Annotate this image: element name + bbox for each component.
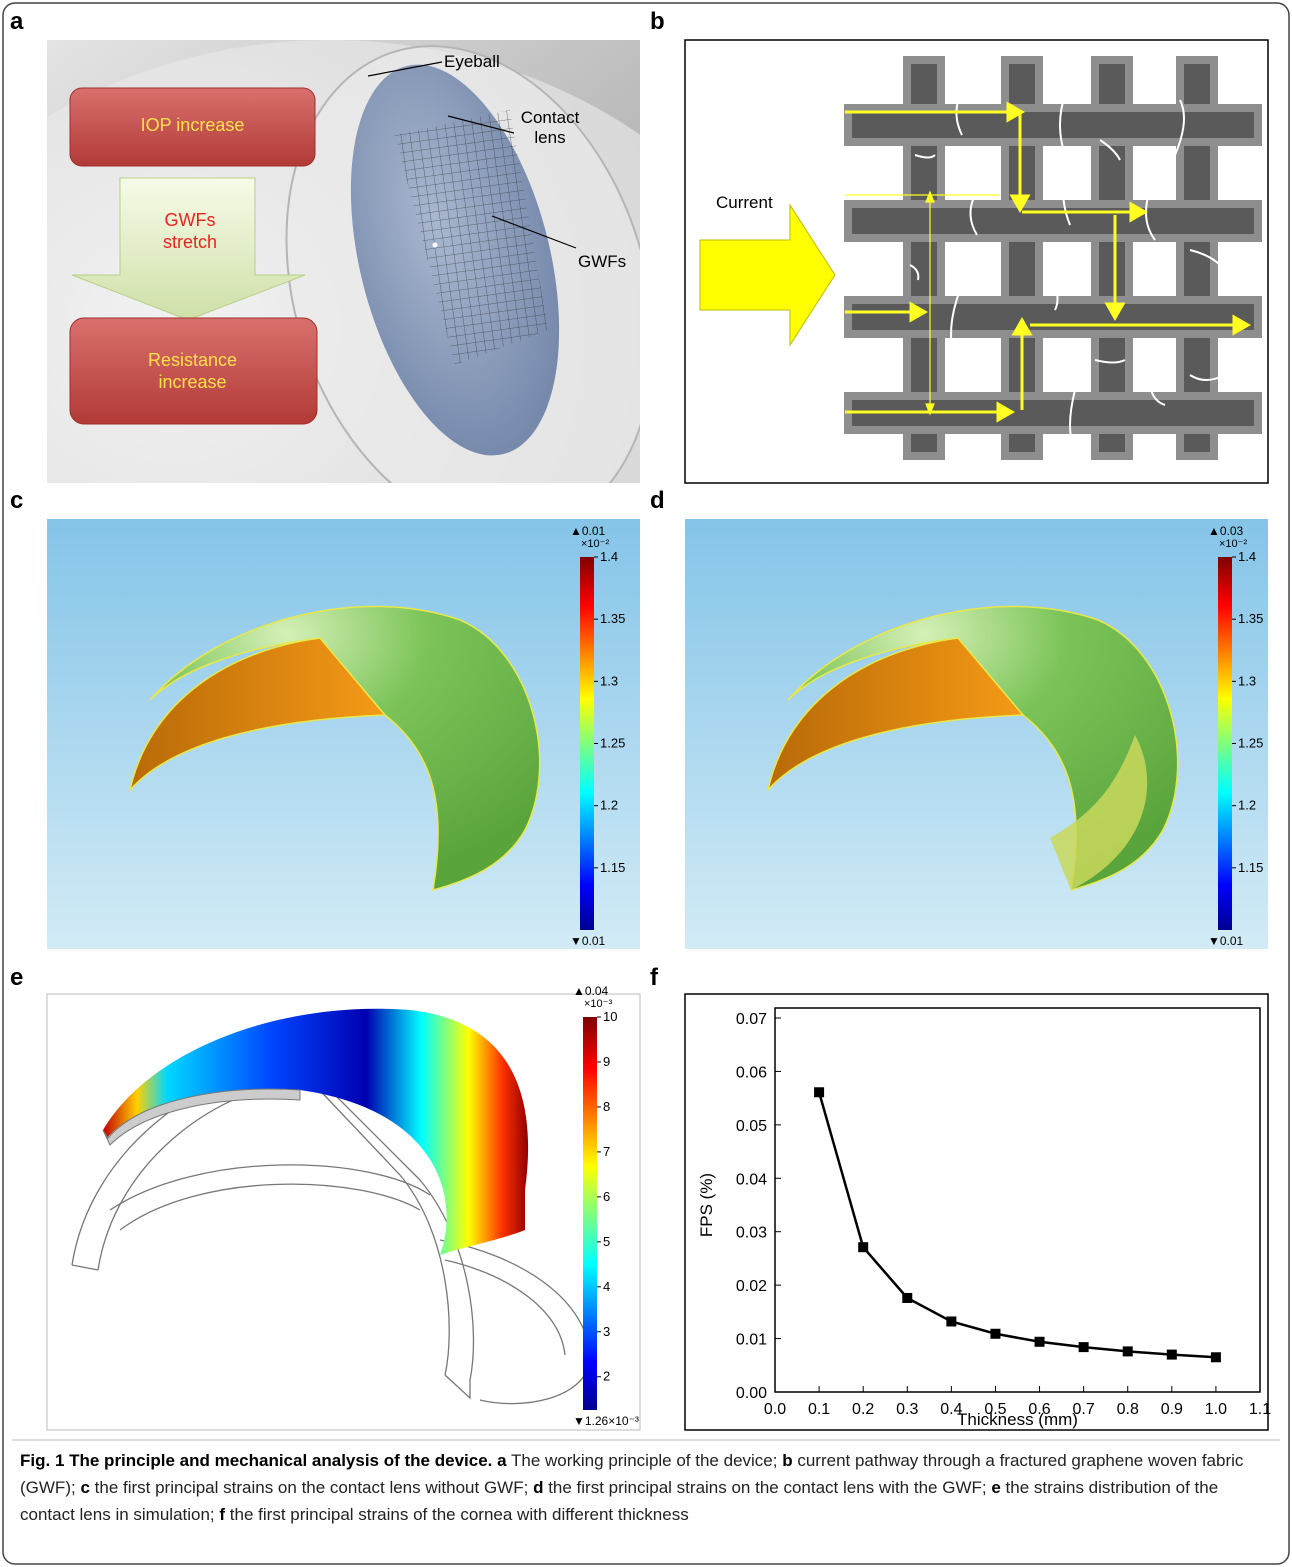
colorbar-max: ▲0.01 (570, 524, 606, 538)
colorbar-tick-label: 1.3 (1238, 673, 1256, 688)
colorbar-tick-label: 6 (603, 1189, 610, 1204)
data-point (946, 1316, 956, 1326)
callout: Contact lens (515, 108, 585, 149)
colorbar-tick-label: 1.15 (600, 860, 625, 875)
panel-label: d (650, 487, 665, 516)
caption-text: the first principal strains on the conta… (95, 1478, 529, 1497)
colorbar-tick-label: 1.4 (600, 549, 618, 564)
colorbar-tick-label: 5 (603, 1234, 610, 1249)
caption-bold: b (782, 1451, 792, 1470)
arrow-label: Current (716, 193, 773, 213)
panel-b-art (685, 40, 1268, 483)
colorbar-tick-label: 2 (603, 1369, 610, 1384)
figure: 0.00.10.20.30.40.50.60.70.80.91.01.10.00… (0, 0, 1292, 1567)
caption-bold: c (80, 1478, 89, 1497)
x-tick-label: 0.3 (896, 1401, 918, 1418)
x-axis-title: Thickness (mm) (957, 1410, 1078, 1429)
data-point (1035, 1337, 1045, 1347)
colorbar-tick-label: 1.4 (1238, 549, 1256, 564)
caption-text: the first principal strains on the conta… (548, 1478, 986, 1497)
y-tick-label: 0.00 (736, 1385, 767, 1402)
data-point (814, 1087, 824, 1097)
x-tick-label: 0.9 (1161, 1401, 1183, 1418)
box-label: Resistance increase (130, 350, 255, 393)
panel-label: f (650, 964, 658, 993)
colorbar-min: ▼1.26×10⁻³ (573, 1414, 639, 1428)
colorbar-tick-label: 1.35 (1238, 611, 1263, 626)
callout: GWFs (578, 252, 626, 272)
panel-label: b (650, 8, 665, 37)
colorbar-tick-label: 8 (603, 1099, 610, 1114)
colorbar (1218, 557, 1232, 930)
data-point (1123, 1346, 1133, 1356)
colorbar-tick-label: 3 (603, 1324, 610, 1339)
data-point (990, 1329, 1000, 1339)
y-tick-label: 0.03 (736, 1225, 767, 1242)
caption: Fig. 1 The principle and mechanical anal… (20, 1447, 1270, 1528)
colorbar-tick-label: 4 (603, 1279, 610, 1294)
y-tick-label: 0.02 (736, 1278, 767, 1295)
colorbar (580, 557, 594, 930)
panel-label: c (10, 487, 23, 516)
x-tick-label: 0.2 (852, 1401, 874, 1418)
colorbar-min: ▼0.01 (570, 934, 606, 948)
colorbar-tick-label: 1.3 (600, 673, 618, 688)
callout: Eyeball (444, 52, 500, 72)
x-tick-label: 0.8 (1117, 1401, 1139, 1418)
caption-bold: d (533, 1478, 543, 1497)
data-point (902, 1293, 912, 1303)
x-tick-label: 1.0 (1205, 1401, 1227, 1418)
panel-label: a (10, 8, 23, 37)
caption-bold: e (991, 1478, 1000, 1497)
colorbar-tick-label: 10 (603, 1009, 617, 1024)
colorbar-max: ▲0.03 (1208, 524, 1244, 538)
x-tick-label: 1.1 (1249, 1401, 1271, 1418)
y-tick-label: 0.01 (736, 1332, 767, 1349)
panel-f-art (685, 994, 1268, 1430)
panel-label: e (10, 964, 23, 993)
x-tick-label: 0.1 (808, 1401, 830, 1418)
caption-bold: a (497, 1451, 506, 1470)
y-tick-label: 0.04 (736, 1171, 767, 1188)
y-tick-label: 0.07 (736, 1011, 767, 1028)
data-point (858, 1242, 868, 1252)
caption-text: the first principal strains of the corne… (230, 1505, 689, 1524)
panel-d-art (685, 519, 1268, 949)
data-point (1167, 1350, 1177, 1360)
colorbar-tick-label: 1.15 (1238, 860, 1263, 875)
data-point (1211, 1352, 1221, 1362)
y-axis-title: FPS (%) (697, 1173, 716, 1237)
caption-text: The working principle of the device; (511, 1451, 777, 1470)
colorbar-tick-label: 1.35 (600, 611, 625, 626)
colorbar-tick-label: 1.2 (600, 798, 618, 813)
colorbar-tick-label: 9 (603, 1054, 610, 1069)
colorbar-tick-label: 1.25 (600, 736, 625, 751)
caption-bold: Fig. 1 The principle and mechanical anal… (20, 1451, 492, 1470)
panel-c-art (47, 519, 640, 949)
data-point (1079, 1342, 1089, 1352)
colorbar-tick-label: 7 (603, 1144, 610, 1159)
x-tick-label: 0.0 (764, 1401, 786, 1418)
y-tick-label: 0.05 (736, 1118, 767, 1135)
arrow-label: GWFs stretch (150, 210, 230, 253)
colorbar-max: ▲0.04 (573, 984, 609, 998)
y-tick-label: 0.06 (736, 1064, 767, 1081)
colorbar-min: ▼0.01 (1208, 934, 1244, 948)
colorbar-tick-label: 1.25 (1238, 736, 1263, 751)
panel-e-art (47, 994, 640, 1430)
colorbar-tick-label: 1.2 (1238, 798, 1256, 813)
caption-bold: f (219, 1505, 225, 1524)
colorbar (583, 1017, 597, 1410)
box-label: IOP increase (70, 115, 315, 137)
